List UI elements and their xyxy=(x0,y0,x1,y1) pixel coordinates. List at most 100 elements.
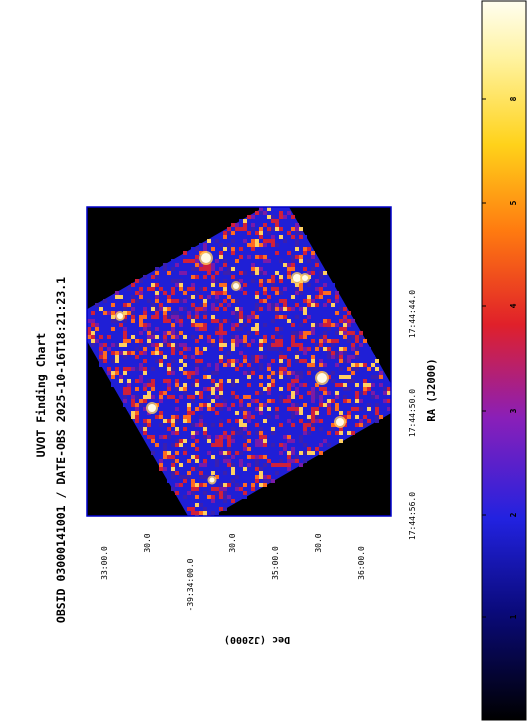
noise-pixel xyxy=(183,311,187,315)
noise-pixel xyxy=(195,307,199,311)
noise-pixel xyxy=(239,283,243,287)
noise-pixel xyxy=(247,383,251,387)
noise-pixel xyxy=(215,475,219,479)
noise-pixel xyxy=(259,283,263,287)
noise-pixel xyxy=(331,379,335,383)
noise-pixel xyxy=(87,335,91,339)
noise-pixel xyxy=(271,215,275,219)
noise-pixel xyxy=(295,399,299,403)
noise-pixel xyxy=(271,335,275,339)
noise-pixel xyxy=(183,431,187,435)
noise-pixel xyxy=(267,207,271,211)
noise-pixel xyxy=(191,335,195,339)
noise-pixel xyxy=(171,463,175,467)
noise-pixel xyxy=(279,423,283,427)
noise-pixel xyxy=(255,359,259,363)
noise-pixel xyxy=(271,207,275,211)
noise-pixel xyxy=(195,503,199,507)
noise-pixel xyxy=(279,263,283,267)
noise-pixel xyxy=(319,399,323,403)
noise-pixel xyxy=(187,395,191,399)
noise-pixel xyxy=(335,407,339,411)
noise-pixel xyxy=(183,443,187,447)
noise-pixel xyxy=(167,451,171,455)
noise-pixel xyxy=(171,311,175,315)
noise-pixel xyxy=(171,355,175,359)
noise-pixel xyxy=(179,295,183,299)
noise-pixel xyxy=(251,395,255,399)
noise-pixel xyxy=(311,283,315,287)
noise-pixel xyxy=(287,263,291,267)
noise-pixel xyxy=(315,323,319,327)
noise-pixel xyxy=(195,387,199,391)
noise-pixel xyxy=(151,315,155,319)
noise-pixel xyxy=(207,351,211,355)
noise-pixel xyxy=(291,215,295,219)
noise-pixel xyxy=(191,491,195,495)
noise-pixel xyxy=(183,427,187,431)
noise-pixel xyxy=(279,395,283,399)
noise-pixel xyxy=(175,371,179,375)
noise-pixel xyxy=(307,343,311,347)
noise-pixel xyxy=(355,387,359,391)
noise-pixel xyxy=(307,431,311,435)
noise-pixel xyxy=(271,399,275,403)
noise-pixel xyxy=(223,343,227,347)
noise-pixel xyxy=(355,395,359,399)
noise-pixel xyxy=(151,283,155,287)
noise-pixel xyxy=(267,383,271,387)
noise-pixel xyxy=(195,367,199,371)
noise-pixel xyxy=(187,411,191,415)
noise-pixel xyxy=(199,415,203,419)
noise-pixel xyxy=(183,347,187,351)
noise-pixel xyxy=(263,291,267,295)
noise-pixel xyxy=(299,323,303,327)
noise-pixel xyxy=(283,211,287,215)
noise-pixel xyxy=(299,387,303,391)
noise-pixel xyxy=(203,511,207,515)
noise-pixel xyxy=(343,387,347,391)
noise-pixel xyxy=(287,267,291,271)
noise-pixel xyxy=(99,355,103,359)
noise-pixel xyxy=(275,339,279,343)
noise-pixel xyxy=(339,343,343,347)
noise-pixel xyxy=(135,367,139,371)
colorbar xyxy=(481,0,527,721)
noise-pixel xyxy=(387,399,391,403)
noise-pixel xyxy=(271,455,275,459)
noise-pixel xyxy=(247,479,251,483)
noise-pixel xyxy=(151,307,155,311)
noise-pixel xyxy=(191,275,195,279)
noise-pixel xyxy=(135,419,139,423)
noise-pixel xyxy=(339,383,343,387)
noise-pixel xyxy=(299,227,303,231)
noise-pixel xyxy=(219,347,223,351)
noise-pixel xyxy=(163,431,167,435)
noise-pixel xyxy=(303,423,307,427)
noise-pixel xyxy=(259,355,263,359)
noise-pixel xyxy=(215,403,219,407)
noise-pixel xyxy=(331,303,335,307)
noise-pixel xyxy=(187,371,191,375)
noise-pixel xyxy=(323,303,327,307)
noise-pixel xyxy=(263,279,267,283)
noise-pixel xyxy=(243,475,247,479)
noise-pixel xyxy=(239,247,243,251)
noise-pixel xyxy=(263,355,267,359)
noise-pixel xyxy=(255,459,259,463)
noise-pixel xyxy=(195,359,199,363)
noise-pixel xyxy=(323,387,327,391)
noise-pixel xyxy=(203,371,207,375)
noise-pixel xyxy=(179,431,183,435)
noise-pixel xyxy=(187,355,191,359)
noise-pixel xyxy=(263,435,267,439)
noise-pixel xyxy=(207,439,211,443)
noise-pixel xyxy=(219,331,223,335)
noise-pixel xyxy=(335,379,339,383)
noise-pixel xyxy=(99,307,103,311)
noise-pixel xyxy=(103,311,107,315)
noise-pixel xyxy=(287,307,291,311)
noise-pixel xyxy=(311,427,315,431)
noise-pixel xyxy=(199,347,203,351)
noise-pixel xyxy=(267,399,271,403)
